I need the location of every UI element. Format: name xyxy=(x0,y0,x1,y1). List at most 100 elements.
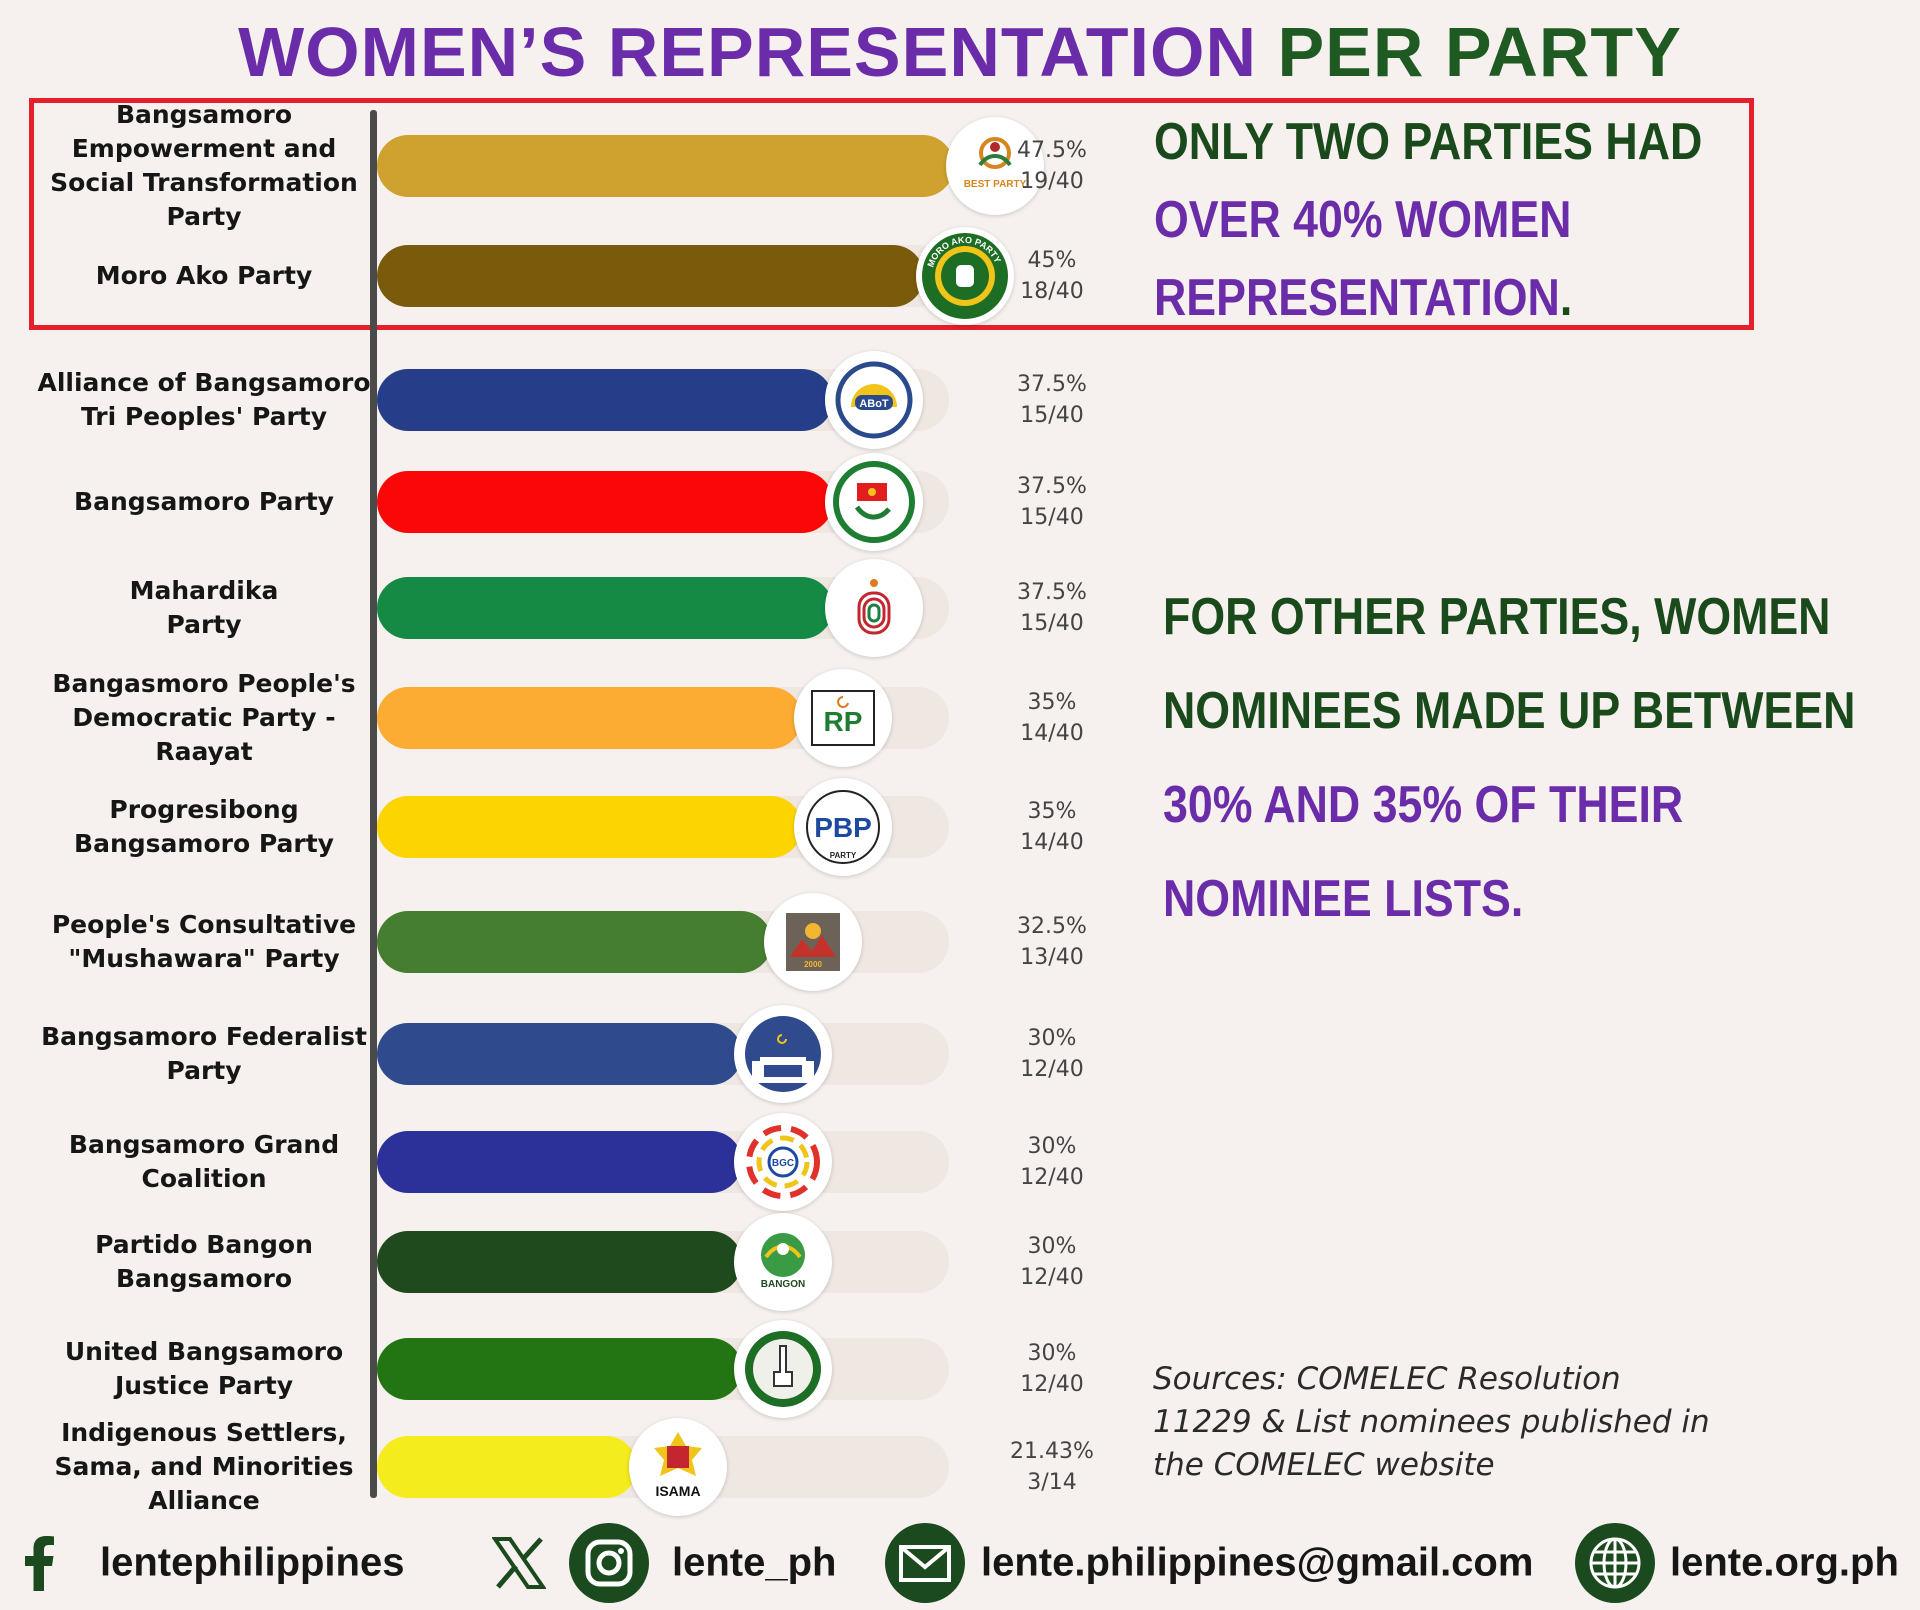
federalist-logo xyxy=(734,1005,832,1103)
bar xyxy=(377,135,954,197)
party-label-line: Bangsamoro xyxy=(115,100,293,129)
mahardika-logo xyxy=(825,559,923,657)
chart-row: Bangsamoro Federalist Party 30% 12/40 xyxy=(0,1005,1150,1103)
callout-top-line-3-end: . xyxy=(1559,269,1573,327)
party-label: Bangsamoro Federalist Party xyxy=(34,1020,374,1088)
value-label: 32.5% 13/40 xyxy=(992,911,1112,973)
ubjp-logo xyxy=(734,1320,832,1418)
globe-icon[interactable] xyxy=(1574,1522,1656,1604)
bar xyxy=(377,1231,742,1293)
instagram-handle[interactable]: lente_ph xyxy=(672,1540,837,1584)
facebook-icon[interactable] xyxy=(22,1535,56,1591)
percent-label: 35% xyxy=(1027,690,1077,715)
bar xyxy=(377,471,833,533)
percent-label: 37.5% xyxy=(1017,580,1087,605)
isama-logo: ISAMA xyxy=(629,1418,727,1516)
bar xyxy=(377,796,802,858)
raayat-logo: RP xyxy=(794,669,892,767)
bgc-logo: BGC xyxy=(734,1113,832,1211)
callout-top-line-1: ONLY TWO PARTIES HAD xyxy=(1154,113,1703,171)
count-label: 15/40 xyxy=(1020,505,1084,530)
party-label-line: Raayat xyxy=(155,737,253,766)
website-url[interactable]: lente.org.ph xyxy=(1670,1540,1899,1584)
bar xyxy=(377,687,802,749)
percent-label: 32.5% xyxy=(1017,914,1087,939)
bangsamoro-party-logo xyxy=(825,453,923,551)
bar xyxy=(377,1131,742,1193)
party-label-line: People's Consultative xyxy=(51,910,357,939)
percent-label: 37.5% xyxy=(1017,372,1087,397)
bar xyxy=(377,911,772,973)
svg-text:BANGON: BANGON xyxy=(761,1279,805,1290)
mail-icon[interactable] xyxy=(884,1522,966,1604)
percent-label: 30% xyxy=(1027,1026,1077,1051)
chart-row: Partido Bangon Bangsamoro BANGON 30% 12/40 xyxy=(0,1213,1150,1311)
chart-row: Alliance of Bangsamoro Tri Peoples' Party… xyxy=(0,351,1150,449)
party-label-line: Bangsamoro xyxy=(115,1264,293,1293)
sources-note: Sources: COMELEC Resolution 11229 & List… xyxy=(1153,1358,1793,1487)
title-part-2: PER PARTY xyxy=(1277,13,1682,91)
party-label-line: Justice Party xyxy=(114,1371,294,1400)
percent-label: 30% xyxy=(1027,1134,1077,1159)
abot-logo: ABoT xyxy=(825,351,923,449)
count-label: 12/40 xyxy=(1020,1057,1084,1082)
svg-text:RP: RP xyxy=(824,706,863,737)
count-label: 12/40 xyxy=(1020,1165,1084,1190)
party-label: Partido Bangon Bangsamoro xyxy=(34,1228,374,1296)
callout-middle-line-1: FOR OTHER PARTIES, WOMEN xyxy=(1163,588,1831,646)
value-label: 30% 12/40 xyxy=(992,1023,1112,1085)
value-label: 30% 12/40 xyxy=(992,1131,1112,1193)
value-label: 37.5% 15/40 xyxy=(992,369,1112,431)
value-label: 35% 14/40 xyxy=(992,687,1112,749)
callout-middle-line-3: 30% AND 35% OF THEIR xyxy=(1163,776,1684,834)
sources-line-3: the COMELEC website xyxy=(1153,1447,1495,1483)
chart-row: United Bangsamoro Justice Party 30% 12/40 xyxy=(0,1320,1150,1418)
email-address[interactable]: lente.philippines@gmail.com xyxy=(981,1540,1534,1584)
highlight-box xyxy=(29,98,1754,330)
party-label-line: Tri Peoples' Party xyxy=(80,402,328,431)
party-label-line: Mahardika xyxy=(129,576,279,605)
svg-text:PARTY: PARTY xyxy=(830,851,857,860)
party-label-line: Bangsamoro Grand xyxy=(68,1130,340,1159)
instagram-icon[interactable] xyxy=(568,1522,650,1604)
callout-middle-line-4: NOMINEE LISTS. xyxy=(1163,870,1524,928)
chart-row: Bangsamoro Empowerment and Social Transfor… xyxy=(0,100,1150,231)
party-label-line: Bangsamoro Federalist xyxy=(41,1022,367,1051)
bar xyxy=(377,245,924,307)
count-label: 14/40 xyxy=(1020,721,1084,746)
sources-line-1: Sources: COMELEC Resolution xyxy=(1153,1361,1621,1397)
sources-line-2: 11229 & List nominees published in xyxy=(1153,1404,1710,1440)
chart-row: Progresibong Bangsamoro Party PBP PARTY 35% 1… xyxy=(0,778,1150,876)
bar xyxy=(377,1338,742,1400)
percent-label: 47.5% xyxy=(1017,138,1087,163)
value-label: 30% 12/40 xyxy=(992,1231,1112,1293)
chart-row: Bangasmoro People's Democratic Party - Raa… xyxy=(0,669,1150,767)
party-label-line: Partido Bangon xyxy=(95,1230,313,1259)
svg-text:ISAMA: ISAMA xyxy=(655,1483,700,1499)
chart-row: Bangsamoro Party 37.5% 15/40 xyxy=(0,453,1150,551)
party-label: Bangsamoro Empowerment and Social Transfor… xyxy=(34,98,374,234)
count-label: 13/40 xyxy=(1020,945,1084,970)
svg-text:2000: 2000 xyxy=(804,960,822,969)
x-icon[interactable] xyxy=(492,1536,546,1590)
party-label-line: Alliance of Bangsamoro xyxy=(37,368,371,397)
chart-row: Indigenous Settlers, Sama, and Minorities… xyxy=(0,1418,1150,1516)
party-label-line: Bangsamoro Party xyxy=(74,829,334,858)
party-label: Moro Ako Party xyxy=(34,259,374,293)
count-label: 18/40 xyxy=(1020,279,1084,304)
party-label: Mahardika Party xyxy=(34,574,374,642)
bar xyxy=(377,1436,637,1498)
chart-row: Moro Ako Party MORO AKO PARTY 45% 18/40 xyxy=(0,227,1150,325)
party-label: People's Consultative "Mushawara" Party xyxy=(34,908,374,976)
percent-label: 45% xyxy=(1027,248,1077,273)
moro-ako-party-logo: MORO AKO PARTY xyxy=(916,227,1014,325)
party-label: Bangasmoro People's Democratic Party - Raa… xyxy=(34,667,374,769)
party-label: Alliance of Bangsamoro Tri Peoples' Party xyxy=(34,366,374,434)
party-label-line: Democratic Party - xyxy=(72,703,336,732)
party-label-line: Bangsamoro Party xyxy=(74,487,334,516)
facebook-handle[interactable]: lentephilippines xyxy=(100,1540,405,1584)
value-label: 37.5% 15/40 xyxy=(992,471,1112,533)
percent-label: 30% xyxy=(1027,1341,1077,1366)
count-label: 15/40 xyxy=(1020,611,1084,636)
party-label-line: Bangasmoro People's xyxy=(52,669,356,698)
